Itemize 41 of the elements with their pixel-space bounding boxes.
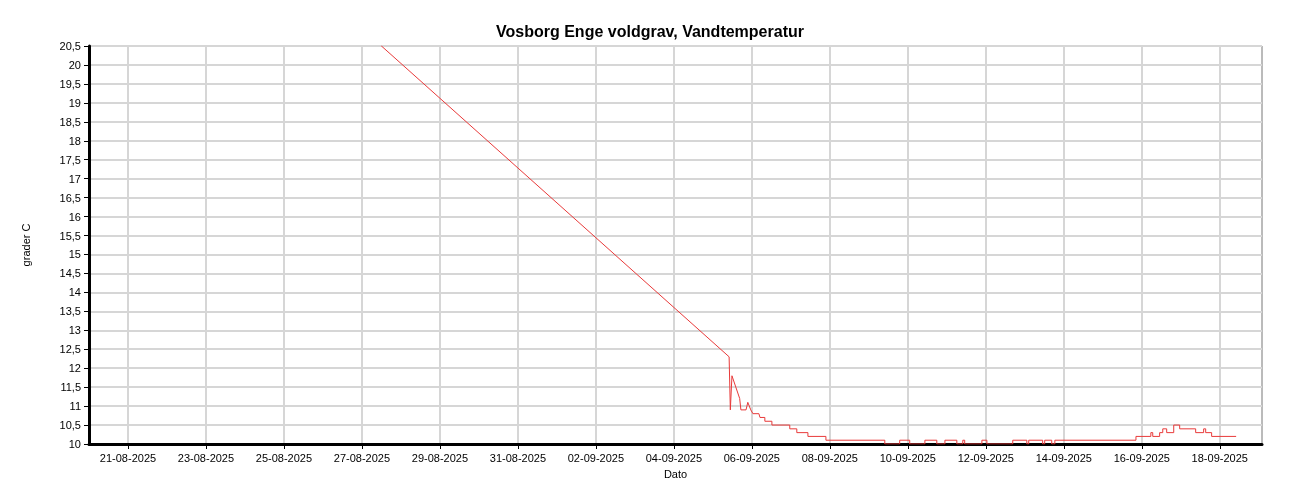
x-tick-label: 16-09-2025 (1113, 451, 1170, 464)
x-tick-label: 10-09-2025 (879, 451, 936, 464)
y-tick-label: 13 (68, 324, 81, 337)
y-tick-label: 19,5 (59, 77, 81, 90)
line-series (380, 45, 1237, 445)
y-tick-label: 17 (68, 172, 81, 185)
y-tick-label: 15,5 (59, 229, 81, 242)
y-tick-label: 20,5 (59, 40, 81, 52)
y-tick-label: 12 (68, 362, 81, 375)
y-tick-label: 14,5 (59, 267, 81, 280)
x-tick-label: 08-09-2025 (801, 451, 858, 464)
x-tick-label: 23-08-2025 (177, 451, 235, 464)
x-tick-label: 29-08-2025 (411, 451, 469, 464)
y-tick-label: 16,5 (59, 191, 81, 204)
y-tick-label: 16 (68, 210, 81, 223)
x-tick-label: 25-08-2025 (255, 451, 313, 464)
x-tick-label: 21-08-2025 (99, 451, 157, 464)
x-tick-label: 06-09-2025 (723, 451, 780, 464)
x-tick-label: 14-09-2025 (1035, 451, 1092, 464)
y-tick-label: 11 (69, 400, 81, 413)
y-tick-label: 20 (68, 58, 81, 71)
y-tick-label: 15 (68, 248, 81, 261)
y-tick-label: 18 (68, 134, 81, 147)
y-tick-label: 17,5 (59, 153, 81, 166)
y-tick-label: 10,5 (59, 419, 81, 432)
x-axis-title: Dato (663, 467, 688, 480)
y-tick-label: 13,5 (59, 305, 81, 318)
x-tick-label: 12-09-2025 (957, 451, 1014, 464)
chart-title: Vosborg Enge voldgrav, Vandtemperatur (496, 22, 804, 40)
y-tick-label: 18,5 (59, 115, 81, 128)
x-tick-label: 04-09-2025 (645, 451, 703, 464)
y-tick-label: 10 (68, 438, 81, 450)
y-tick-label: 11,5 (60, 381, 81, 394)
y-tick-label: 19 (68, 96, 81, 109)
x-tick-label: 02-09-2025 (567, 451, 625, 464)
y-axis-title: grader C (19, 223, 32, 267)
y-tick-label: 12,5 (59, 343, 81, 356)
x-tick-label: 31-08-2025 (489, 451, 547, 464)
x-tick-label: 18-09-2025 (1191, 451, 1248, 464)
x-tick-label: 27-08-2025 (333, 451, 391, 464)
y-tick-label: 14 (68, 286, 81, 299)
